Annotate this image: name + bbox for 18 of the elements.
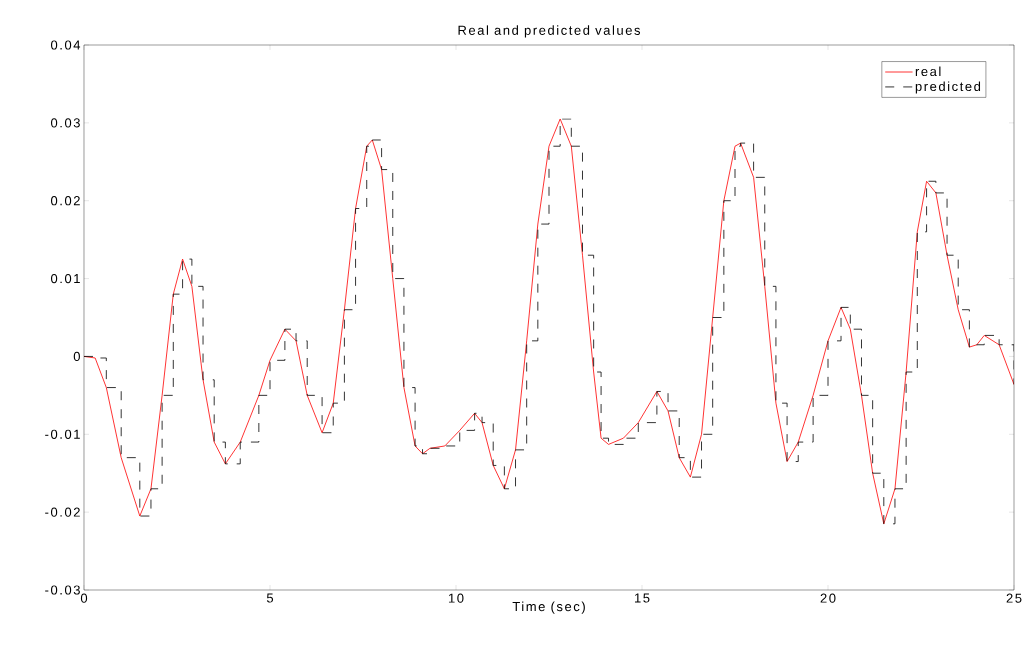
x-tick-label: 10 xyxy=(448,593,464,603)
chart-title: Real and predicted values xyxy=(458,25,641,38)
y-tick-label: 0 xyxy=(73,351,80,362)
y-tick-label: -0.03 xyxy=(45,585,80,595)
y-tick-label: 0.04 xyxy=(50,40,81,50)
legend-label: predicted xyxy=(915,81,981,94)
x-tick-label: 25 xyxy=(1006,593,1022,603)
y-tick-label: 0.03 xyxy=(50,118,80,128)
y-tick-label: 0.02 xyxy=(50,196,80,206)
x-tick-label: 20 xyxy=(820,593,836,603)
y-tick-label: -0.01 xyxy=(45,429,80,439)
y-tick-label: 0.01 xyxy=(50,273,80,284)
x-tick-label: 5 xyxy=(266,593,274,603)
legend-label: real xyxy=(915,66,941,77)
x-axis-title: Time (sec) xyxy=(512,601,585,614)
x-tick-label: 0 xyxy=(80,593,88,603)
y-tick-label: -0.02 xyxy=(45,507,80,517)
x-tick-label: 15 xyxy=(634,593,650,603)
